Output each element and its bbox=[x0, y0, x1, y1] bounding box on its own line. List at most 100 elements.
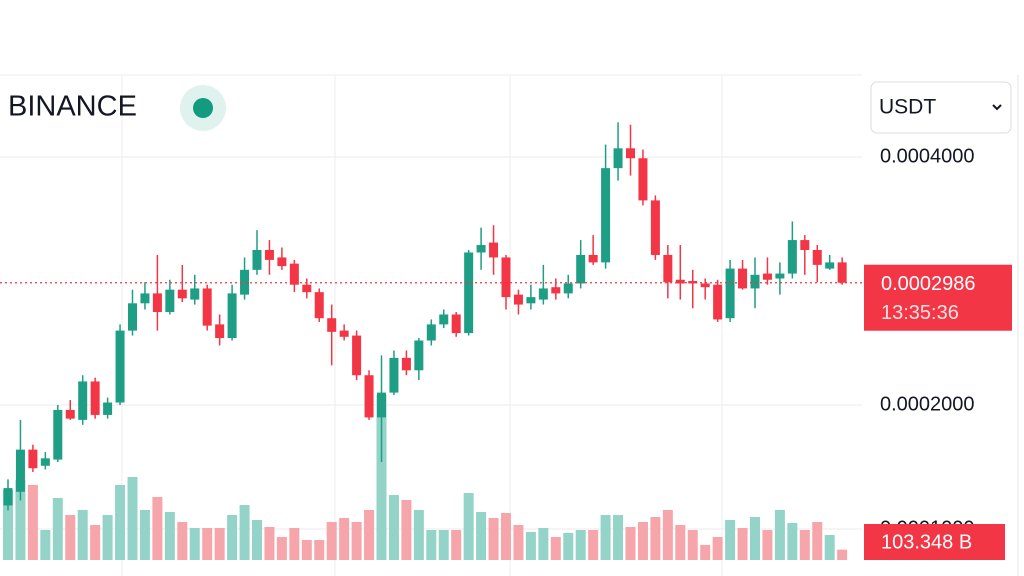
volume-bar bbox=[613, 515, 624, 560]
volume-badge bbox=[864, 524, 1005, 560]
volume-bar bbox=[550, 537, 561, 560]
volume-bar bbox=[525, 532, 536, 560]
candle-body bbox=[177, 289, 187, 299]
volume-bar bbox=[52, 498, 63, 560]
candle-body bbox=[190, 288, 200, 300]
volume-bar bbox=[476, 512, 487, 560]
candle-body bbox=[464, 252, 474, 334]
price-axis: 0.00040000.00020000.00010000.000298613:3… bbox=[864, 145, 1012, 560]
volume-bar bbox=[600, 515, 611, 560]
volume-bar bbox=[513, 525, 524, 560]
status-dot bbox=[193, 98, 213, 118]
candle-body bbox=[389, 357, 399, 393]
volume-bar bbox=[289, 528, 300, 560]
candle-body bbox=[750, 274, 760, 289]
volume-bar bbox=[563, 533, 574, 560]
volume-bar bbox=[252, 520, 262, 560]
volume-bar bbox=[214, 528, 225, 560]
candle-body bbox=[825, 262, 835, 269]
volume-bar bbox=[364, 510, 375, 560]
volume-bar bbox=[787, 523, 798, 560]
volume-bar bbox=[351, 522, 362, 560]
y-tick-label: 0.0004000 bbox=[880, 145, 975, 167]
candle-body bbox=[152, 293, 162, 312]
candle-body bbox=[451, 314, 461, 334]
volume-bar bbox=[15, 480, 26, 560]
volume-bar bbox=[463, 493, 474, 560]
volume-bar bbox=[774, 510, 785, 560]
volume-bar bbox=[625, 527, 636, 560]
candle-body bbox=[675, 279, 685, 284]
candle-body bbox=[165, 289, 175, 312]
candle-body bbox=[489, 242, 499, 258]
volume-bar bbox=[152, 497, 163, 560]
volume-bar bbox=[326, 522, 337, 560]
volume-bar bbox=[90, 525, 101, 560]
exchange-name: BINANCE bbox=[8, 91, 137, 123]
candle-body bbox=[264, 249, 274, 260]
volume-bar bbox=[102, 515, 113, 560]
candle-body bbox=[40, 458, 50, 466]
candle-body bbox=[3, 488, 13, 506]
candle-body bbox=[414, 340, 424, 371]
countdown-label: 13:35:36 bbox=[881, 302, 959, 324]
candle-body bbox=[364, 375, 374, 418]
last-price-label: 0.0002986 bbox=[881, 273, 976, 295]
volume-bar bbox=[77, 510, 88, 560]
volume-bar bbox=[227, 515, 238, 560]
volume-bar bbox=[812, 522, 823, 560]
volume-bar bbox=[388, 495, 399, 560]
volume-bar bbox=[575, 530, 586, 560]
volume-bar bbox=[662, 510, 673, 560]
currency-select[interactable] bbox=[870, 81, 1012, 134]
candle-body bbox=[240, 269, 250, 295]
candle-body bbox=[725, 268, 735, 319]
candle-body bbox=[401, 357, 411, 371]
candle-body bbox=[576, 254, 586, 284]
candle-body bbox=[53, 409, 63, 460]
dropdown-arrow[interactable] bbox=[992, 104, 1002, 111]
volume-bar bbox=[687, 530, 698, 560]
volume-bar bbox=[65, 515, 76, 560]
candle-body bbox=[302, 284, 312, 293]
volume-bar bbox=[588, 530, 599, 560]
volume-bar bbox=[488, 518, 499, 560]
volume-bar bbox=[762, 530, 773, 560]
candle-body bbox=[215, 324, 225, 339]
candle-body bbox=[115, 330, 125, 403]
candle-body bbox=[613, 148, 623, 169]
candle-body bbox=[688, 280, 698, 284]
volume-bar bbox=[538, 528, 549, 560]
volume-bar bbox=[301, 540, 312, 560]
candle-body bbox=[202, 288, 212, 326]
candle-body bbox=[90, 381, 100, 415]
volume-bar bbox=[3, 490, 13, 560]
candle-body bbox=[538, 288, 548, 300]
candle-body bbox=[277, 257, 287, 267]
volume-bar bbox=[314, 540, 325, 560]
volume-bar bbox=[650, 517, 661, 560]
volume-bar bbox=[426, 530, 437, 560]
candle-body bbox=[15, 449, 25, 492]
candle-body bbox=[762, 273, 772, 280]
volume-bar bbox=[164, 512, 175, 560]
candle-body bbox=[439, 314, 449, 325]
volume-bar bbox=[276, 537, 287, 560]
volume-bar bbox=[239, 505, 250, 560]
volume-bar bbox=[127, 477, 138, 560]
candle-body bbox=[700, 283, 710, 288]
candle-body bbox=[837, 262, 847, 283]
volume-label: 103.348 B bbox=[881, 531, 972, 553]
candle-body bbox=[327, 318, 337, 332]
volume-bar bbox=[725, 520, 736, 560]
candle-body bbox=[140, 293, 150, 304]
currency-label[interactable]: USDT bbox=[879, 96, 936, 119]
volume-bar bbox=[115, 485, 126, 560]
candle-body bbox=[513, 294, 523, 305]
candle-body bbox=[128, 303, 137, 331]
candle-body bbox=[352, 335, 362, 376]
volume-bar bbox=[413, 510, 424, 560]
volume-bar bbox=[264, 527, 275, 560]
volume-bar bbox=[339, 518, 350, 560]
